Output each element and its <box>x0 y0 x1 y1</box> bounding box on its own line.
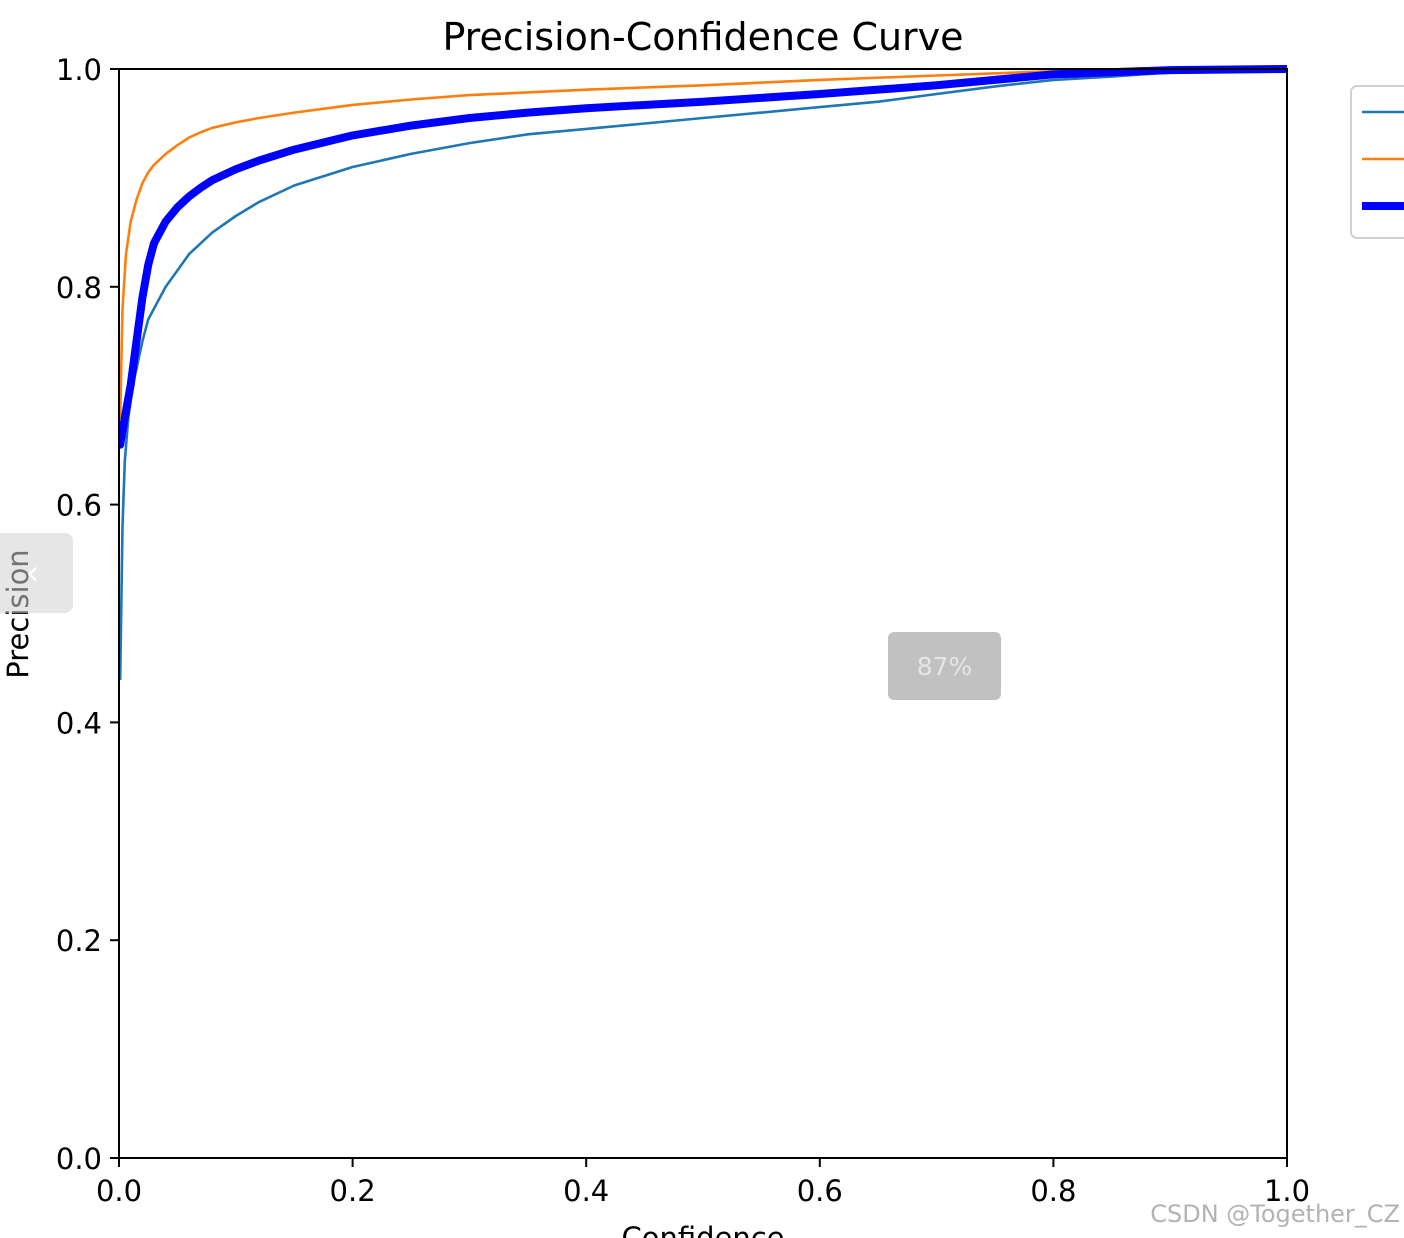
legend <box>1350 85 1404 239</box>
x-tick-label: 0.4 <box>563 1174 609 1208</box>
series-line-1 <box>119 67 1287 681</box>
x-tick-label: 0.2 <box>330 1174 376 1208</box>
watermark: CSDN @Together_CZ <box>1150 1200 1400 1228</box>
series-group <box>119 65 1287 681</box>
chevron-left-icon: ‹ <box>25 553 40 593</box>
zoom-level-badge: 87% <box>888 632 1001 700</box>
y-tick-label: 0.2 <box>56 924 102 958</box>
plot-frame <box>118 68 1288 1159</box>
y-tick-label: 0.6 <box>56 489 102 523</box>
x-tick-label: 0.8 <box>1030 1174 1076 1208</box>
legend-box <box>1350 85 1404 239</box>
x-axis-title: Confidence <box>621 1221 784 1238</box>
x-tick-label: 0.0 <box>96 1174 142 1208</box>
y-tick-label: 1.0 <box>56 53 102 87</box>
previous-image-button[interactable]: ‹ <box>0 533 73 613</box>
plot-area: 0.0 0.2 0.4 0.6 0.8 1.0 0.0 0.2 0.4 0.6 0.8 1.0 <box>56 53 1310 1208</box>
y-tick-label: 0.0 <box>56 1142 102 1176</box>
x-tick-label: 1.0 <box>1264 1174 1310 1208</box>
chart-title: Precision-Confidence Curve <box>442 15 963 59</box>
x-tick-label: 0.6 <box>797 1174 843 1208</box>
series-line-3 <box>119 65 1287 449</box>
y-tick-label: 0.4 <box>56 706 102 740</box>
series-line-2 <box>119 67 1287 419</box>
y-tick-label: 0.8 <box>56 271 102 305</box>
